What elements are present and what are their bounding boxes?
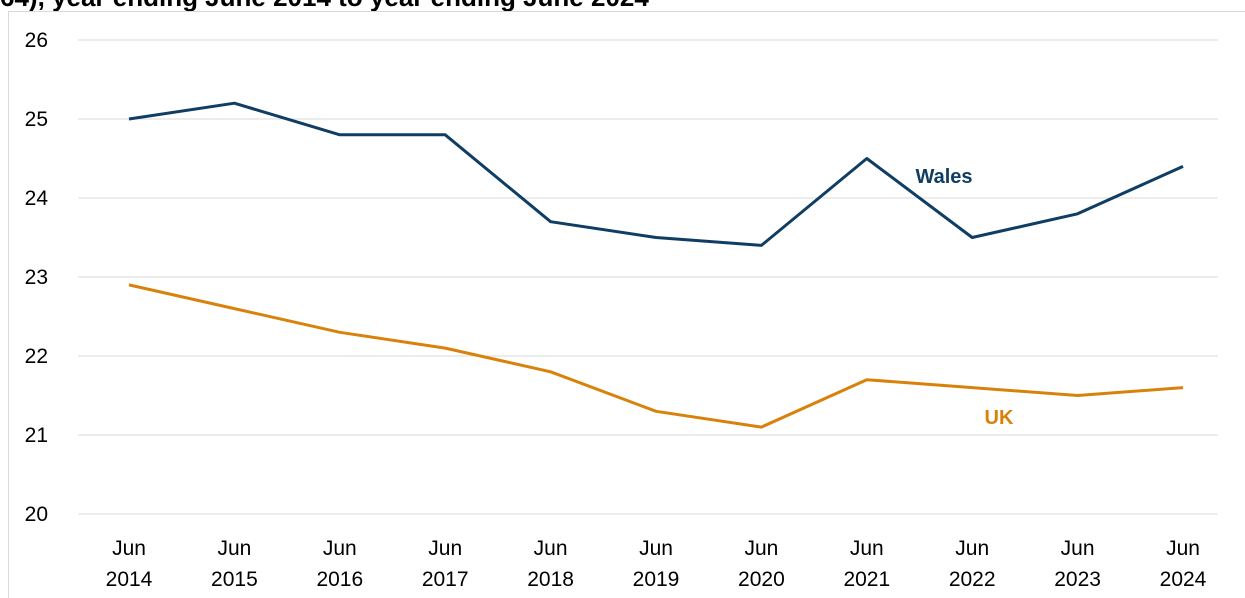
x-tick-label: Jun 2018	[527, 537, 574, 591]
y-tick-label: 20	[25, 503, 48, 526]
y-tick-label: 26	[25, 29, 48, 52]
y-tick-label: 24	[25, 187, 49, 210]
series-line-uk	[128, 283, 1184, 429]
series-lines	[128, 101, 1184, 429]
chart-title: 64), year ending June 2014 to year endin…	[0, 0, 1245, 11]
x-axis-ticks: Jun 2014 Jun 2015 Jun 2016 Jun 2017 Jun 2018 Jun 20…	[106, 537, 1207, 591]
x-tick-label: Jun 2023	[1054, 537, 1101, 591]
x-tick-label: Jun 2015	[211, 537, 258, 591]
series-label-uk: UK	[985, 407, 1014, 429]
series-label-wales: Wales	[915, 166, 972, 188]
series-labels: Wales UK	[915, 166, 1014, 429]
chart-frame	[8, 11, 1245, 598]
x-tick-label: Jun 2024	[1160, 537, 1207, 591]
y-tick-label: 23	[25, 266, 48, 289]
x-tick-label: Jun 2020	[738, 537, 785, 591]
y-tick-label: 21	[25, 424, 48, 447]
x-tick-label: Jun 2019	[633, 537, 680, 591]
x-tick-label: Jun 2022	[949, 537, 996, 591]
x-tick-label: Jun 2021	[843, 537, 890, 591]
x-tick-label: Jun 2016	[316, 537, 363, 591]
gridlines	[78, 39, 1218, 515]
y-tick-label: 22	[25, 345, 48, 368]
y-tick-label: 25	[25, 108, 48, 131]
x-tick-label: Jun 2014	[106, 537, 153, 591]
y-axis-ticks: 20 21 22 23 24 25 26	[25, 29, 49, 526]
series-line-wales	[128, 101, 1184, 247]
x-tick-label: Jun 2017	[422, 537, 469, 591]
